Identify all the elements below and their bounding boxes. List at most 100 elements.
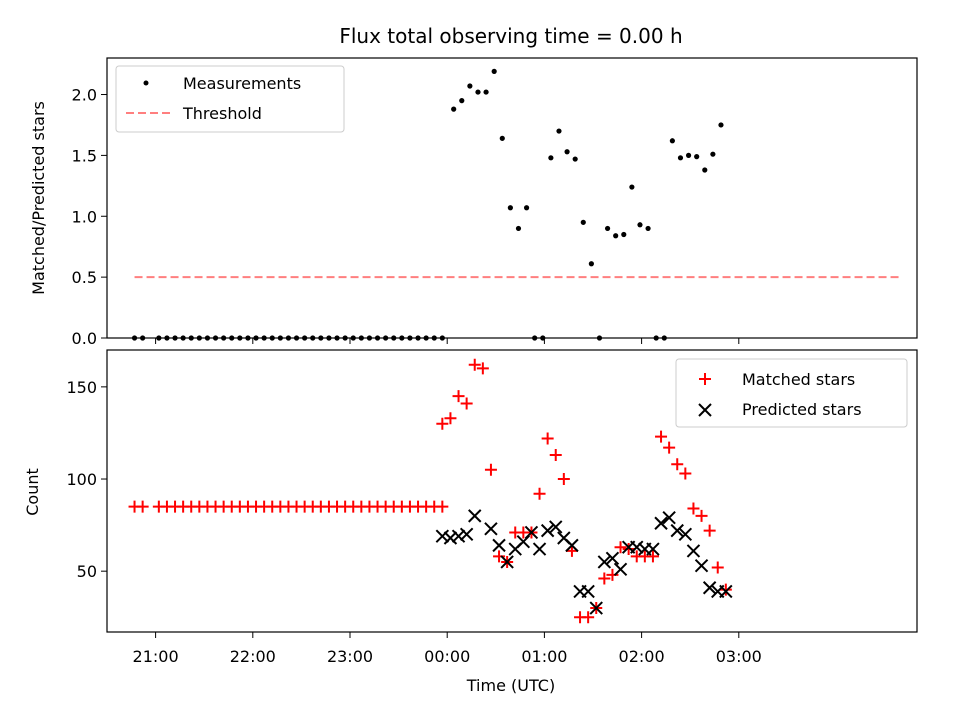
measurement-point [318, 335, 324, 341]
measurement-point [685, 152, 692, 158]
measurement-point [653, 335, 659, 341]
measurement-point [459, 98, 465, 104]
matched-star-point [436, 500, 449, 513]
matched-star-point [460, 397, 473, 410]
y-tick-label: 100 [66, 470, 97, 489]
bottom-marks [128, 358, 733, 624]
y-tick-label: 2.0 [72, 86, 97, 105]
legend-matched-icon [699, 373, 711, 385]
matched-star-point [565, 544, 578, 557]
matched-star-point [655, 430, 668, 443]
y-tick-label: 50 [77, 562, 97, 581]
y-tick-label: 1.0 [72, 207, 97, 226]
measurement-point [507, 205, 513, 211]
bottom-legend: Matched stars Predicted stars [675, 358, 908, 428]
predicted-star-point [678, 527, 693, 542]
matched-star-point [493, 550, 506, 563]
predicted-star-point [492, 538, 506, 553]
matched-star-point [646, 550, 659, 563]
top-y-axis-label: Matched/Predicted stars [29, 101, 48, 295]
predicted-star-point [630, 540, 644, 554]
measurement-point [532, 335, 538, 341]
y-tick-label: 0.0 [72, 329, 97, 348]
measurement-point [588, 261, 594, 267]
matched-star-point [687, 502, 700, 515]
measurement-point [302, 335, 308, 341]
top-panel: 0.00.51.01.52.0 Matched/Predicted stars … [29, 57, 918, 348]
predicted-star-point [443, 531, 458, 545]
legend-predicted-icon [698, 403, 712, 417]
x-tick-label: 01:00 [521, 647, 567, 666]
predicted-star-point [484, 522, 498, 536]
x-axis-label: Time (UTC) [466, 676, 555, 695]
matched-star-point [541, 432, 554, 445]
measurement-point [277, 335, 283, 341]
predicted-star-point [468, 509, 482, 523]
measurement-point [172, 335, 178, 341]
measurement-point [310, 335, 316, 341]
measurement-point [467, 83, 473, 89]
top-plot-frame [106, 57, 918, 339]
y-tick-label: 0.5 [72, 268, 97, 287]
measurement-point [326, 335, 332, 341]
matched-star-point [136, 500, 149, 513]
measurement-point [415, 335, 421, 341]
measurement-point [451, 106, 457, 112]
predicted-star-point [613, 562, 628, 577]
predicted-star-point [719, 584, 733, 599]
legend-threshold-label: Threshold [182, 104, 262, 123]
measurement-point [702, 167, 708, 173]
measurement-point [475, 89, 481, 95]
predicted-star-point [662, 511, 676, 525]
predicted-star-point [694, 558, 709, 573]
measurement-point [399, 335, 405, 341]
legend-measurements-label: Measurements [183, 74, 301, 93]
measurement-point [164, 335, 170, 341]
measurement-point [407, 335, 413, 341]
predicted-star-point [532, 542, 547, 556]
top-marks [131, 68, 900, 341]
matched-star-point [549, 449, 562, 462]
top-legend-box [115, 65, 345, 133]
measurement-point [645, 225, 651, 232]
measurement-point [604, 225, 611, 232]
measurement-point [188, 335, 194, 341]
measurement-point [269, 335, 275, 341]
measurement-point [499, 135, 505, 141]
x-tick-label: 02:00 [619, 647, 665, 666]
measurement-point [423, 335, 429, 341]
measurement-point [229, 335, 235, 341]
measurement-point [131, 335, 138, 341]
x-tick-label: 21:00 [133, 647, 179, 666]
measurement-point [621, 231, 627, 238]
matched-star-point [703, 524, 716, 537]
top-y-ticks: 0.0 0.5 1.0 1.5 2.0 [72, 86, 107, 348]
legend-measurements-icon [143, 80, 149, 86]
top-x-ticks [155, 338, 740, 344]
measurement-point [431, 335, 437, 341]
measurement-point [548, 155, 554, 161]
measurement-point [293, 335, 300, 341]
predicted-star-point [646, 542, 660, 556]
measurement-point [350, 335, 356, 341]
measurement-point [694, 154, 700, 160]
matched-star-point [557, 473, 570, 486]
predicted-star-point [459, 527, 474, 542]
measurement-point [261, 335, 267, 341]
measurement-point [710, 151, 716, 157]
measurement-point [637, 222, 643, 228]
predicted-star-point [702, 581, 717, 595]
y-tick-label: 1.5 [72, 146, 97, 165]
matched-star-point [468, 358, 481, 371]
measurement-point [523, 205, 530, 211]
measurement-point [580, 219, 586, 225]
measurement-point [661, 335, 667, 341]
measurement-point [556, 128, 562, 134]
measurement-point [718, 122, 724, 128]
measurement-point [245, 335, 251, 341]
matched-star-point [444, 412, 457, 425]
matched-star-point [671, 458, 684, 471]
measurement-point [596, 335, 603, 341]
measurement-point [572, 156, 578, 162]
